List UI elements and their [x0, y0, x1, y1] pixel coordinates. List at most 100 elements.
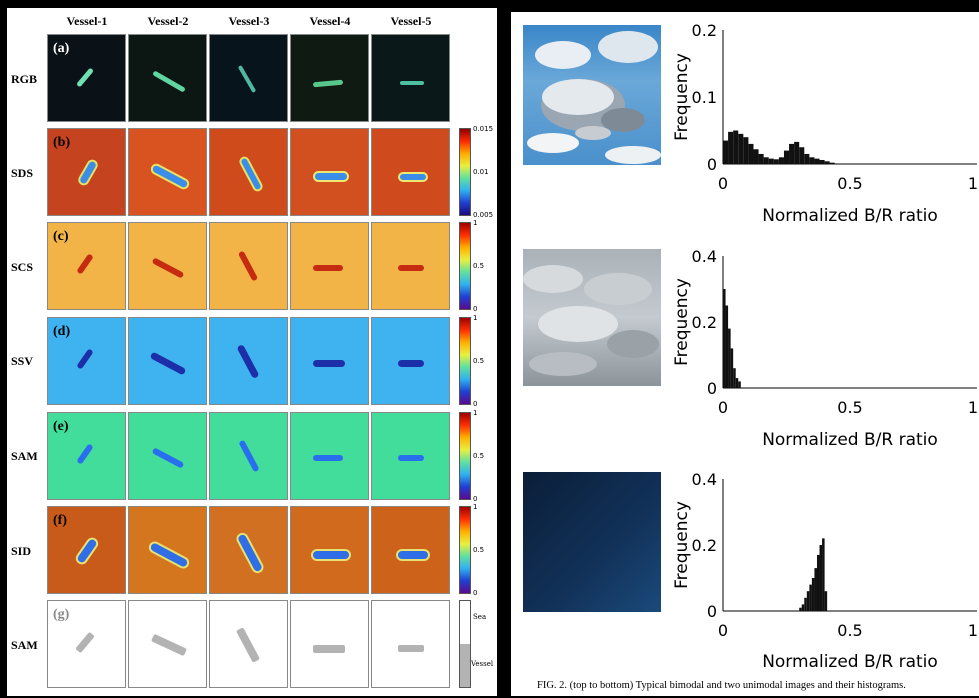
panel-letter-g: (g): [53, 607, 70, 622]
histogram-1-bar: [789, 143, 795, 164]
histogram-2-xtick-0: 0: [718, 398, 728, 417]
vessel-shape: [312, 79, 344, 88]
vessel-shape: [150, 633, 188, 657]
tile-sam-vessel-2: [128, 412, 207, 500]
vessel-shape: [237, 154, 265, 194]
histogram-2-xtick-05: 0.5: [837, 398, 862, 417]
row-label-rgb: RGB: [11, 72, 38, 86]
panel-letter-f: (f): [53, 513, 67, 528]
colorbar-binary-vessel: Vessel: [471, 660, 494, 668]
histogram-1-bar: [738, 133, 744, 164]
histogram-3-ytick-top: 0.4: [692, 470, 717, 489]
histogram-3-xtick-0: 0: [718, 621, 728, 640]
histogram-1-bar: [799, 147, 805, 164]
histogram-1-ylabel: Frequency: [672, 53, 692, 141]
vessel-shape: [76, 253, 94, 275]
vessel-shape: [313, 455, 343, 461]
vessel-shape: [73, 535, 101, 567]
histogram-2-ytick-mid: 0.2: [692, 313, 717, 332]
vessel-shape: [398, 360, 424, 367]
vessel-shape: [75, 631, 95, 654]
histogram-3-ytick-bottom: 0: [707, 602, 717, 621]
tile-scs-vessel-1: (c): [47, 222, 126, 310]
row-label-scs: SCS: [11, 260, 34, 274]
colorbar-binary: [459, 600, 471, 688]
tile-mask-vessel-1: (g): [47, 600, 126, 688]
histogram-3-bar: [816, 554, 820, 611]
histogram-1: 0.2 0.1 0 0 0.5 1 Normalized B/R ratio F…: [672, 21, 978, 226]
histogram-2-bar: [733, 368, 736, 388]
histogram-1-bar: [824, 161, 830, 164]
tile-scs-vessel-3: [209, 222, 288, 310]
vessel-shape: [151, 447, 185, 469]
tile-mask-vessel-4: [290, 600, 369, 688]
colorbar-scs-mid: 0.5: [473, 262, 485, 270]
panel-letter-d: (d): [53, 324, 71, 339]
sky-image-bimodal: [523, 25, 661, 165]
vessel-shape: [398, 645, 424, 652]
histogram-3-bar: [824, 591, 828, 611]
histogram-1-bar: [743, 137, 749, 164]
tile-ssv-vessel-5: [371, 317, 450, 405]
column-header-vessel-5: Vessel-5: [390, 14, 432, 28]
histogram-3-ytick-mid: 0.2: [692, 536, 717, 555]
histogram-1-xtick-05: 0.5: [837, 174, 862, 193]
vessel-shape: [234, 530, 266, 576]
tile-sid-vessel-1: (f): [47, 506, 126, 594]
colorbar-sid-mid: 0.5: [473, 546, 485, 554]
row-label-sid: SID: [11, 544, 32, 558]
cloud-figure: 0.2 0.1 0 0 0.5 1 Normalized B/R ratio F…: [511, 12, 979, 696]
tile-ssv-vessel-2: [128, 317, 207, 405]
vessel-shape: [148, 161, 192, 192]
vessel-shape: [313, 171, 349, 182]
histogram-3-xlabel: Normalized B/R ratio: [762, 652, 938, 672]
histogram-2-xtick-1: 1: [968, 398, 978, 417]
colorbar-sid-top: 1: [473, 503, 478, 511]
row-label-sam: SAM: [11, 449, 38, 463]
colorbar-sam-top: 1: [473, 409, 478, 417]
colorbar-ssv-top: 1: [473, 314, 478, 322]
tile-sds-vessel-1: (b): [47, 128, 126, 216]
histogram-2-bar: [723, 289, 726, 388]
histogram-1-bar: [804, 153, 810, 164]
vessel-shape: [313, 360, 345, 367]
histogram-2-bar: [738, 381, 741, 388]
histogram-2: 0.4 0.2 0 0 0.5 1 Normalized B/R ratio F…: [672, 247, 978, 450]
colorbar-ssv-bottom: 0: [473, 400, 478, 408]
tile-rgb-vessel-4: [290, 34, 369, 122]
histogram-2-bar: [728, 328, 731, 388]
sky-image-overcast: [523, 249, 661, 386]
colorbar-sam: [459, 412, 471, 500]
vessel-shape: [313, 645, 345, 653]
histogram-1-bar: [763, 157, 769, 164]
tile-mask-vessel-2: [128, 600, 207, 688]
colorbar-sam-mid: 0.5: [473, 452, 485, 460]
vessel-shape: [396, 549, 430, 561]
vessel-shape: [236, 343, 260, 380]
histogram-1-bar: [753, 149, 759, 164]
histogram-3-bar: [819, 545, 823, 611]
histogram-2-bar: [725, 305, 729, 388]
colorbar-sid: [459, 506, 471, 594]
vessel-shape: [236, 627, 260, 663]
tile-sam-vessel-5: [371, 412, 450, 500]
tile-sds-vessel-5: [371, 128, 450, 216]
histogram-3-bar: [814, 568, 817, 611]
vessel-shape: [398, 172, 428, 182]
tile-sds-vessel-2: [128, 128, 207, 216]
colorbar-scs: [459, 222, 471, 310]
tile-sam-vessel-3: [209, 412, 288, 500]
histogram-1-bar: [809, 157, 815, 164]
vessel-shape: [151, 257, 185, 279]
colorbar-scs-top: 1: [473, 219, 478, 227]
histogram-1-xlabel: Normalized B/R ratio: [762, 206, 938, 226]
tile-sid-vessel-4: [290, 506, 369, 594]
histogram-1-ytick-bottom: 0: [707, 155, 717, 174]
histogram-1-bar: [768, 158, 774, 164]
colorbar-binary-sea: Sea: [473, 613, 487, 621]
panel-letter-e: (e): [53, 419, 69, 434]
histogram-2-bar: [730, 348, 734, 388]
histogram-1-bar: [783, 150, 790, 164]
colorbar-sam-bottom: 0: [473, 495, 478, 503]
tile-rgb-vessel-1: (a): [47, 34, 126, 122]
